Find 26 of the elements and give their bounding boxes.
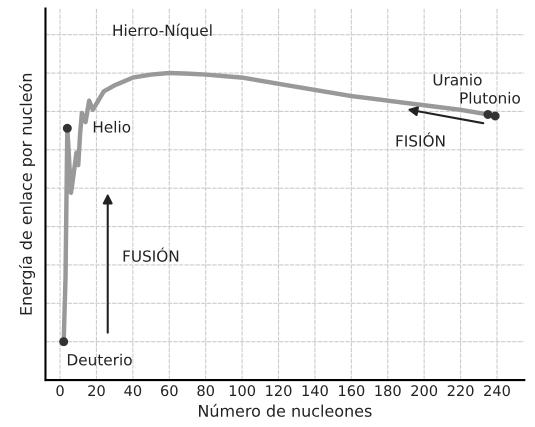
point xyxy=(59,337,68,346)
point xyxy=(483,110,492,119)
x-tick-label: 220 xyxy=(448,385,474,396)
x-tick-label: 240 xyxy=(484,385,510,396)
x-tick-label: 0 xyxy=(56,385,64,396)
x-tick-label: 140 xyxy=(302,385,328,396)
x-axis-title: Número de nucleones xyxy=(199,404,372,417)
annotation: FUSIÓN xyxy=(124,248,178,262)
annotation: Hierro-Níquel xyxy=(113,24,212,40)
x-tick-label: 160 xyxy=(339,385,364,396)
x-tick-label: 200 xyxy=(411,385,438,396)
x-tick-label: 80 xyxy=(197,385,214,396)
x-tick-label: 100 xyxy=(230,385,256,396)
annotation: Deuterio xyxy=(68,354,132,366)
x-tick-label: 60 xyxy=(161,385,178,396)
y-axis-title: Energía de enlace por nucleón xyxy=(18,74,36,314)
point xyxy=(490,111,500,120)
x-tick-label: 120 xyxy=(266,385,292,396)
annotation: Helio xyxy=(94,120,130,133)
point xyxy=(62,124,72,133)
annotation: Uranio xyxy=(434,74,482,86)
annotation: FISIÓN xyxy=(396,132,444,147)
x-tick-label: 40 xyxy=(124,385,142,396)
x-tick-label: 180 xyxy=(375,385,401,396)
annotation: Plutonio xyxy=(460,92,520,104)
x-tick-label: 20 xyxy=(88,385,105,396)
